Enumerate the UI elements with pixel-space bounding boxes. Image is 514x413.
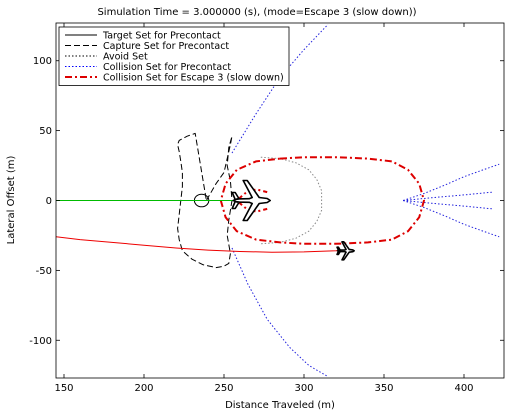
tanker-aircraft	[231, 179, 271, 222]
y-tick-label: -100	[29, 336, 52, 347]
x-tick-label: 300	[294, 383, 313, 394]
series-collision-set-for-precontact-8	[403, 200, 493, 210]
legend-label: Collision Set for Precontact	[103, 62, 231, 73]
legend-box	[58, 26, 290, 86]
series-capture-set-for-precontact-1	[177, 132, 233, 269]
x-tick-label: 350	[374, 383, 393, 394]
x-tick-label: 200	[134, 383, 153, 394]
chart-title: Simulation Time = 3.000000 (s), (mode=Es…	[97, 7, 416, 18]
x-axis-label: Distance Traveled (m)	[225, 400, 335, 411]
series-collision-set-for-precontact-3	[231, 247, 329, 378]
legend-label: Target Set for Precontact	[102, 30, 221, 41]
legend-label: Capture Set for Precontact	[103, 41, 229, 52]
y-tick-label: 100	[33, 56, 52, 67]
series-collision-set-for-precontact-4	[231, 24, 329, 154]
series-receiver-trajectory-13	[56, 236, 346, 253]
x-tick-label: 150	[54, 383, 73, 394]
receiver-aircraft	[336, 241, 355, 261]
y-tick-label: 50	[39, 126, 52, 137]
y-tick-label: -50	[36, 266, 52, 277]
legend-label: Collision Set for Escape 3 (slow down)	[103, 72, 284, 83]
series-avoid-set-2	[260, 156, 323, 245]
y-tick-label: 0	[46, 196, 52, 207]
legend-label: Avoid Set	[103, 51, 148, 62]
series-collision-set-for-escape-3-slow-down--9	[219, 156, 425, 245]
x-tick-label: 400	[454, 383, 473, 394]
series-collision-set-for-precontact-6	[403, 200, 500, 238]
y-axis-label: Lateral Offset (m)	[6, 156, 17, 245]
series-collision-set-for-precontact-7	[403, 191, 493, 201]
x-tick-label: 250	[214, 383, 233, 394]
series-collision-set-for-precontact-5	[403, 163, 500, 201]
